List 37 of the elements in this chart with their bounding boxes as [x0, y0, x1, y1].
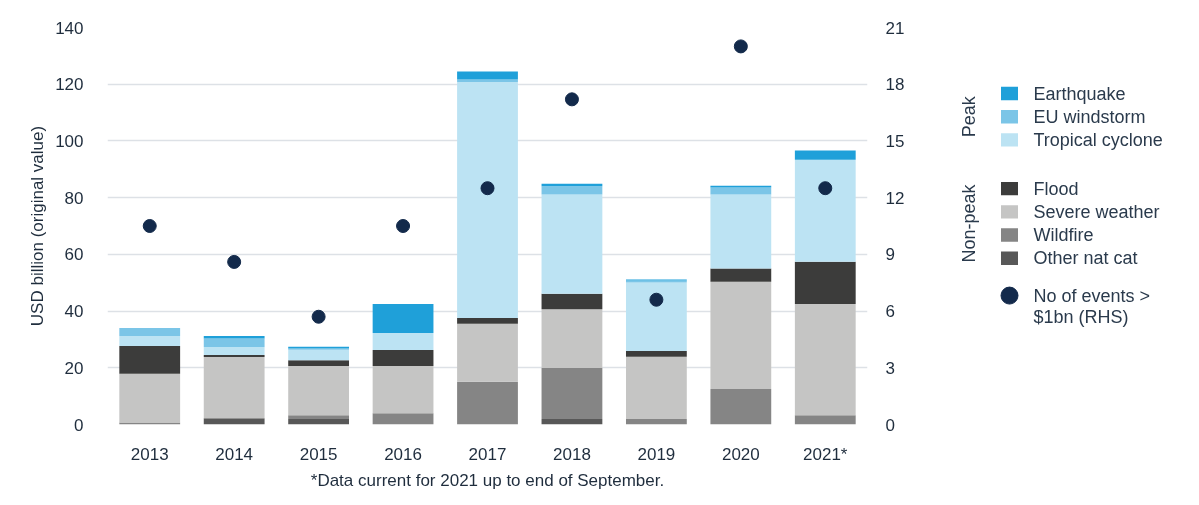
y-tick-label: 140	[55, 18, 84, 38]
y-tick-label: 80	[64, 188, 84, 208]
legend-label: Wildfire	[1033, 225, 1094, 246]
y-tick-label: 40	[64, 302, 84, 322]
legend-label: Tropical cyclone	[1033, 129, 1163, 150]
x-tick-label: 2018	[553, 444, 591, 464]
legend-label: No of events > $1bn (RHS)	[1033, 285, 1151, 327]
legend-label: Severe weather	[1033, 201, 1160, 222]
legend-label: Flood	[1033, 178, 1079, 199]
text: Peak	[958, 95, 979, 138]
y2-tick-label: 9	[885, 245, 895, 265]
y-tick-label: 100	[55, 131, 84, 151]
x-tick-label: 2014	[215, 444, 254, 464]
legend-label: Other nat cat	[1033, 248, 1138, 269]
y-tick-label: 0	[74, 415, 84, 435]
x-tick-label: 2020	[721, 444, 760, 464]
legend-label: EU windstorm	[1033, 106, 1146, 127]
y-tick-label: 120	[55, 75, 84, 95]
text: *Data current for 2021 up to end of September.	[310, 470, 665, 490]
y2-tick-label: 0	[885, 415, 895, 435]
x-tick-label: 2013	[130, 444, 169, 464]
y2-tick-label: 6	[885, 302, 895, 322]
x-tick-label: 2021*	[803, 444, 848, 464]
text: Non-peak	[958, 183, 979, 263]
y2-tick-label: 21	[885, 18, 905, 38]
y-tick-label: 20	[64, 358, 84, 378]
y-tick-label: 60	[64, 245, 84, 265]
y2-tick-label: 12	[885, 188, 905, 208]
y2-tick-label: 3	[885, 358, 895, 378]
x-tick-label: 2015	[299, 444, 338, 464]
y2-tick-label: 15	[885, 131, 905, 151]
x-tick-label: 2019	[637, 444, 676, 464]
x-tick-label: 2016	[384, 444, 422, 464]
y2-tick-label: 18	[885, 75, 905, 95]
legend-label: Earthquake	[1033, 83, 1126, 104]
y-axis-title: USD billion (original value)	[28, 125, 48, 327]
x-tick-label: 2017	[468, 444, 507, 464]
